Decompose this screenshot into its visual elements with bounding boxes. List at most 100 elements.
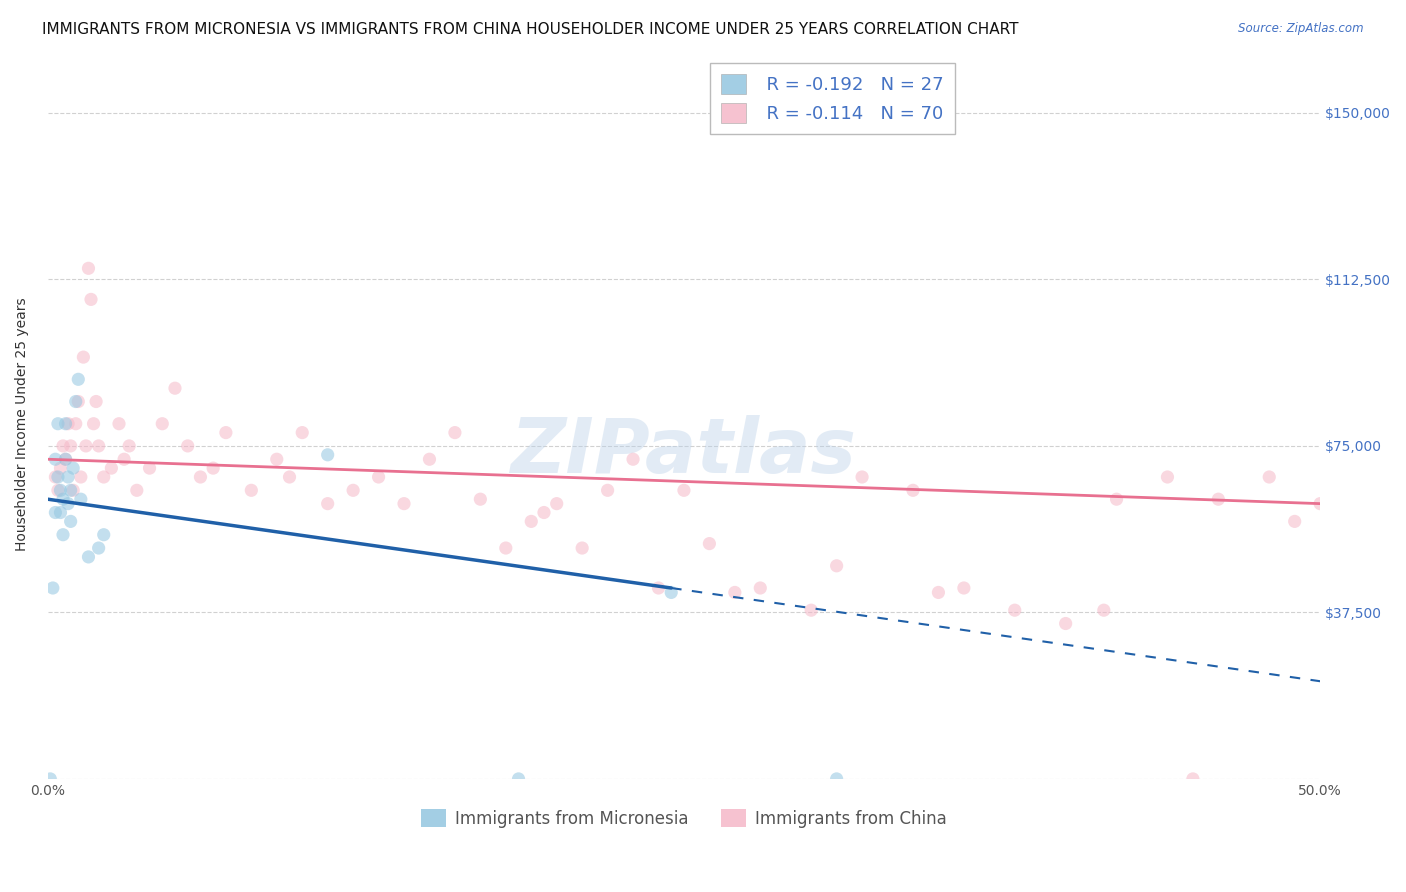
Point: [470, 492, 492, 507]
Point: [316, 497, 339, 511]
Point: [508, 772, 530, 786]
Point: [202, 461, 225, 475]
Point: [1092, 603, 1115, 617]
Point: [69, 492, 91, 507]
Y-axis label: Householder Income Under 25 years: Householder Income Under 25 years: [15, 297, 30, 550]
Point: [108, 417, 131, 431]
Point: [44, 452, 66, 467]
Point: [80, 293, 103, 307]
Point: [1258, 470, 1281, 484]
Point: [367, 470, 389, 484]
Point: [699, 536, 721, 550]
Point: [266, 452, 288, 467]
Point: [150, 417, 173, 431]
Point: [83, 417, 105, 431]
Point: [163, 381, 186, 395]
Point: [67, 372, 90, 386]
Point: [672, 483, 695, 498]
Point: [56, 417, 79, 431]
Point: [59, 439, 82, 453]
Point: [1181, 772, 1204, 786]
Point: [87, 439, 110, 453]
Point: [533, 506, 555, 520]
Point: [39, 772, 62, 786]
Text: Source: ZipAtlas.com: Source: ZipAtlas.com: [1239, 22, 1364, 36]
Point: [56, 497, 79, 511]
Point: [1004, 603, 1026, 617]
Point: [62, 461, 84, 475]
Point: [84, 394, 107, 409]
Point: [93, 470, 115, 484]
Point: [93, 527, 115, 541]
Point: [59, 483, 82, 498]
Point: [118, 439, 141, 453]
Point: [125, 483, 148, 498]
Point: [278, 470, 301, 484]
Point: [520, 515, 543, 529]
Point: [953, 581, 976, 595]
Point: [316, 448, 339, 462]
Point: [825, 772, 848, 786]
Point: [87, 541, 110, 555]
Point: [444, 425, 467, 440]
Point: [800, 603, 823, 617]
Point: [112, 452, 135, 467]
Point: [56, 470, 79, 484]
Point: [72, 350, 94, 364]
Point: [190, 470, 212, 484]
Point: [138, 461, 160, 475]
Point: [65, 394, 87, 409]
Point: [418, 452, 440, 467]
Point: [177, 439, 200, 453]
Point: [215, 425, 238, 440]
Point: [77, 549, 100, 564]
Point: [1284, 515, 1306, 529]
Text: ZIPatlas: ZIPatlas: [510, 415, 856, 489]
Point: [749, 581, 772, 595]
Point: [342, 483, 364, 498]
Point: [724, 585, 747, 599]
Point: [596, 483, 619, 498]
Point: [52, 492, 75, 507]
Point: [77, 261, 100, 276]
Legend: Immigrants from Micronesia, Immigrants from China: Immigrants from Micronesia, Immigrants f…: [415, 803, 953, 835]
Point: [59, 515, 82, 529]
Point: [240, 483, 263, 498]
Point: [65, 417, 87, 431]
Point: [67, 394, 90, 409]
Point: [75, 439, 97, 453]
Point: [44, 470, 66, 484]
Point: [495, 541, 517, 555]
Point: [55, 452, 77, 467]
Point: [851, 470, 873, 484]
Point: [62, 483, 84, 498]
Text: IMMIGRANTS FROM MICRONESIA VS IMMIGRANTS FROM CHINA HOUSEHOLDER INCOME UNDER 25 : IMMIGRANTS FROM MICRONESIA VS IMMIGRANTS…: [42, 22, 1019, 37]
Point: [901, 483, 924, 498]
Point: [927, 585, 949, 599]
Point: [49, 483, 72, 498]
Point: [1208, 492, 1230, 507]
Point: [52, 527, 75, 541]
Point: [647, 581, 669, 595]
Point: [1105, 492, 1128, 507]
Point: [291, 425, 314, 440]
Point: [46, 483, 69, 498]
Point: [42, 581, 65, 595]
Point: [69, 470, 91, 484]
Point: [100, 461, 122, 475]
Point: [392, 497, 415, 511]
Point: [1054, 616, 1077, 631]
Point: [46, 417, 69, 431]
Point: [571, 541, 593, 555]
Point: [46, 470, 69, 484]
Point: [825, 558, 848, 573]
Point: [52, 439, 75, 453]
Point: [621, 452, 644, 467]
Point: [55, 417, 77, 431]
Point: [1309, 497, 1331, 511]
Point: [546, 497, 568, 511]
Point: [44, 506, 66, 520]
Point: [49, 461, 72, 475]
Point: [55, 452, 77, 467]
Point: [659, 585, 682, 599]
